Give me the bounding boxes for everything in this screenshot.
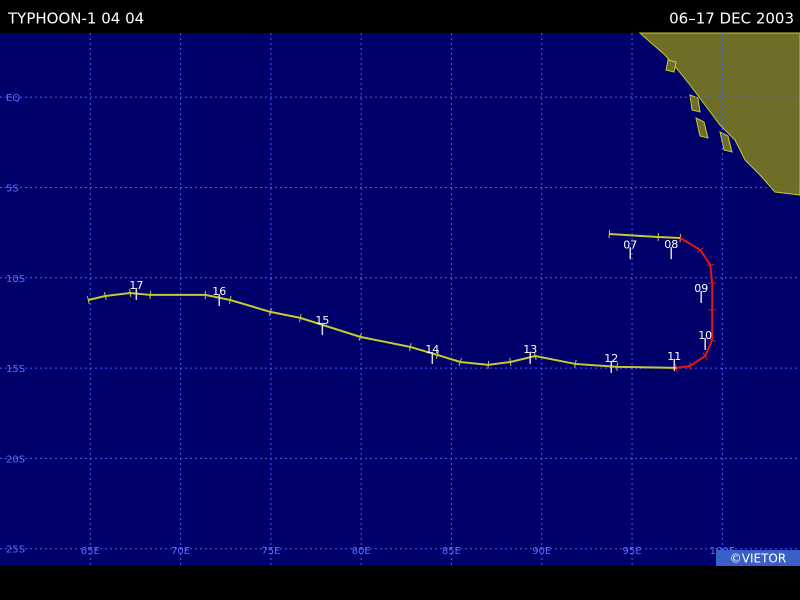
- lat-label: 15S: [6, 364, 25, 375]
- track-tick: [299, 313, 302, 322]
- day-label: 10: [698, 329, 712, 342]
- overlay: EQ 5S 10S 15S 20S 25S 65E 70E 75E 80E 85E 90E 95E 10 0…: [0, 33, 800, 565]
- day-label: 07: [623, 238, 637, 251]
- credit-badge: [716, 550, 800, 566]
- lat-label: 20S: [6, 454, 25, 465]
- track-tick: [358, 332, 362, 341]
- track-tick: [435, 350, 439, 359]
- day-label: 13: [523, 343, 537, 356]
- lon-label: 75E: [261, 546, 280, 557]
- land: [638, 32, 800, 196]
- ocean: [0, 33, 800, 565]
- track-tick: [708, 337, 717, 342]
- track-tick: [616, 362, 619, 371]
- lon-label: 95E: [623, 546, 642, 557]
- track-tick: [533, 351, 537, 361]
- track-tick: [696, 247, 704, 253]
- lon-label: 80E: [352, 546, 371, 557]
- track-tick: [689, 361, 692, 370]
- day-label: 16: [212, 285, 226, 298]
- track-tick: [409, 342, 412, 351]
- lat-label: EQ: [6, 93, 20, 104]
- track-tick: [268, 307, 272, 316]
- lat-label: 10S: [6, 274, 25, 285]
- track-tick: [86, 295, 90, 305]
- date-range: 06–17 DEC 2003: [669, 10, 794, 28]
- track-tick: [702, 352, 708, 360]
- track-tick: [228, 295, 232, 305]
- lon-label: 70E: [171, 546, 190, 557]
- track-tick: [149, 290, 152, 299]
- track-tick: [103, 292, 107, 301]
- day-label: 08: [664, 238, 678, 251]
- track-tick: [487, 360, 490, 369]
- track-tick: [706, 264, 715, 266]
- day-label: 12: [604, 352, 618, 365]
- track-tick: [509, 357, 512, 366]
- track: [88, 291, 677, 369]
- day-label: 09: [694, 282, 708, 295]
- day-label: 14: [425, 343, 439, 356]
- day-label: 15: [315, 314, 329, 327]
- lon-label: 90E: [532, 546, 551, 557]
- day-label: 11: [667, 350, 681, 363]
- track-tick: [574, 359, 577, 368]
- lat-label: 25S: [6, 545, 25, 556]
- island: [695, 117, 709, 139]
- title: TYPHOON-1 04 04: [7, 10, 144, 28]
- credit: ©VIETOR: [730, 552, 786, 566]
- lat-label: 5S: [6, 183, 19, 194]
- lon-label: 65E: [81, 546, 100, 557]
- track-tick: [129, 288, 132, 297]
- day-label: 17: [129, 279, 143, 292]
- island: [665, 59, 677, 73]
- lon-label: 85E: [442, 546, 461, 557]
- sumatra: [638, 32, 800, 196]
- track-tick: [458, 357, 462, 366]
